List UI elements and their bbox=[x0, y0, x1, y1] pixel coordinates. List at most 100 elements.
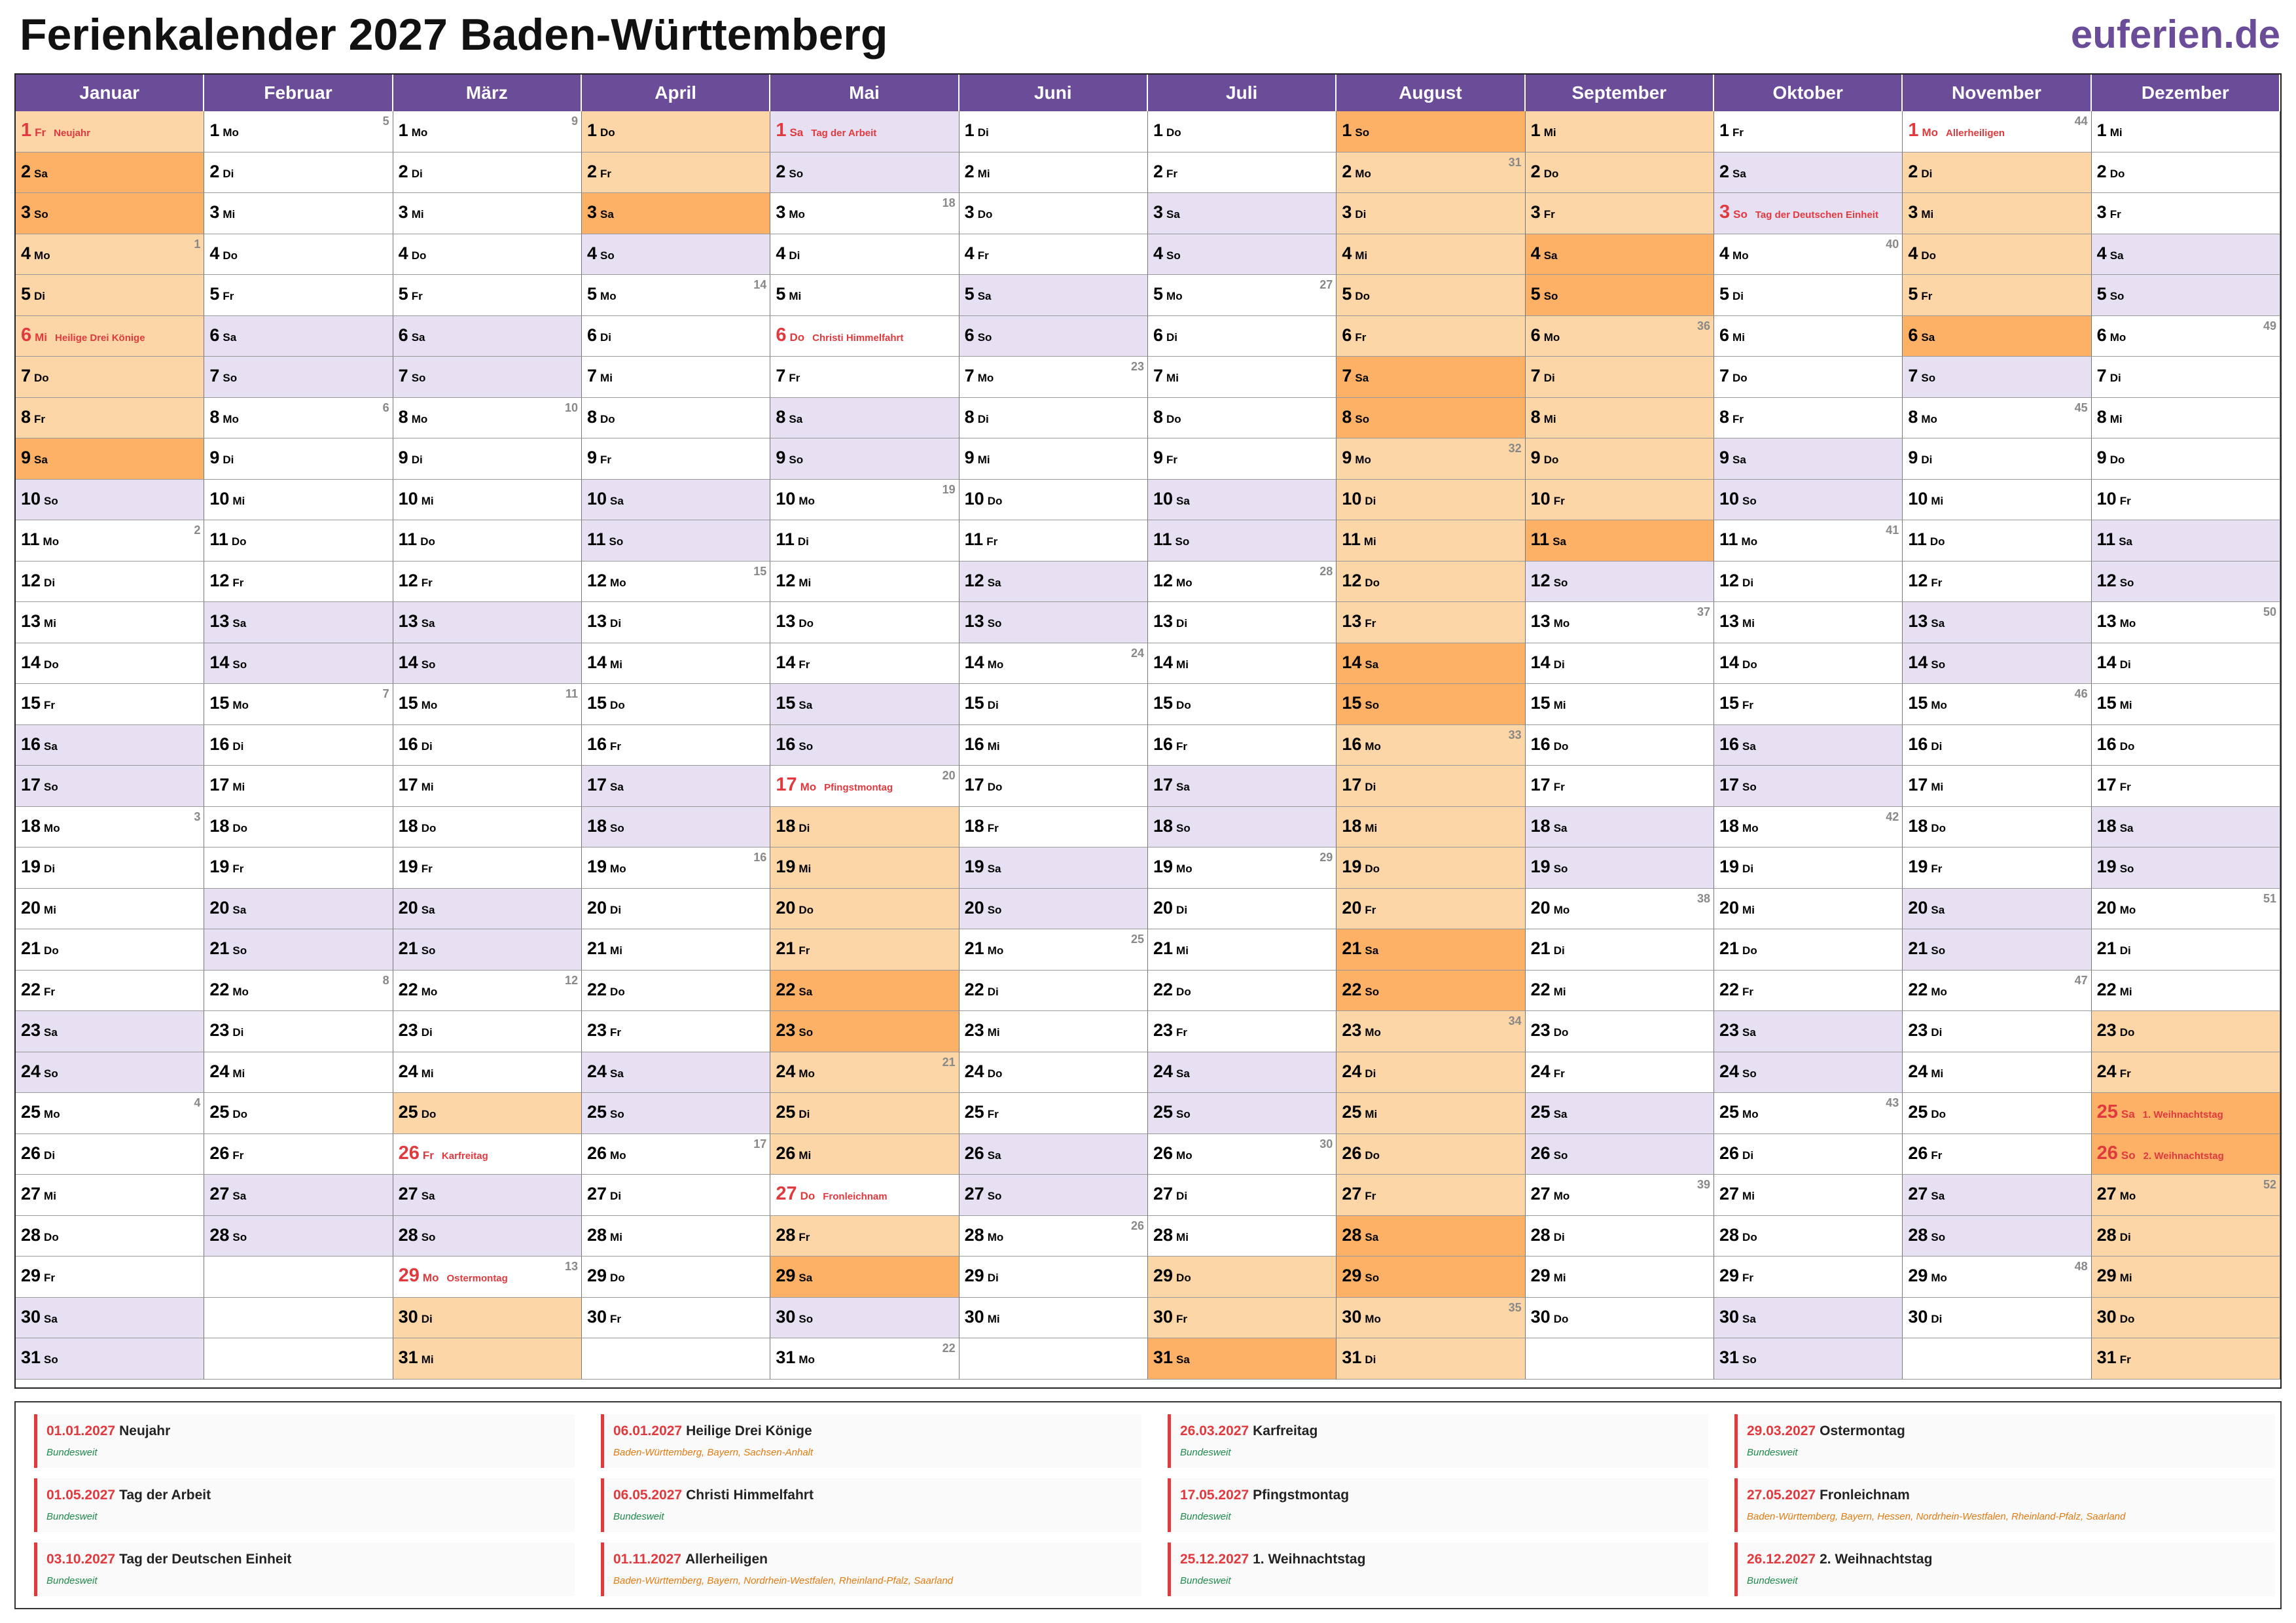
day-number: 7 bbox=[776, 366, 786, 385]
day-cell: 28 Mi bbox=[582, 1215, 771, 1257]
day-number: 7 bbox=[209, 366, 220, 385]
weekday: So bbox=[44, 781, 58, 793]
day-cell: 2 Sa bbox=[1714, 152, 1903, 193]
weekday: Fr bbox=[798, 944, 810, 957]
weekday: So bbox=[1175, 535, 1190, 548]
day-number: 3 bbox=[587, 202, 598, 222]
day-number: 4 bbox=[776, 243, 786, 263]
weekday: Di bbox=[421, 1312, 433, 1325]
weekday: Mi bbox=[44, 1190, 56, 1202]
weekday: Do bbox=[1166, 126, 1181, 139]
day-number: 26 bbox=[964, 1143, 984, 1163]
day-number: 26 bbox=[398, 1142, 420, 1164]
day-number: 28 bbox=[209, 1224, 230, 1245]
weekday: Fr bbox=[1365, 1190, 1376, 1202]
brand-logo[interactable]: euferien.de bbox=[2070, 12, 2280, 56]
day-number: 13 bbox=[1908, 611, 1928, 631]
day-cell: 23 Sa bbox=[16, 1011, 205, 1052]
weekday: Mi bbox=[2109, 126, 2123, 139]
day-number: 13 bbox=[209, 611, 230, 631]
month-header: Juni bbox=[959, 75, 1148, 111]
day-number: 26 bbox=[1530, 1143, 1551, 1163]
day-number: 8 bbox=[1908, 406, 1918, 427]
weekday: Di bbox=[1365, 781, 1376, 793]
day-cell: 4 Do bbox=[393, 234, 582, 275]
day-cell: 5 Do bbox=[1336, 275, 1526, 316]
day-cell: 9 Mi bbox=[959, 438, 1148, 480]
holiday-item: 06.05.2027 Christi Himmelfahrt Bundesweit bbox=[601, 1478, 1141, 1532]
day-cell: 9 Fr bbox=[582, 438, 771, 480]
weekday: Sa bbox=[1931, 1190, 1945, 1202]
day-number: 30 bbox=[1153, 1306, 1174, 1327]
weekday: Do bbox=[232, 821, 248, 834]
weekday: Do bbox=[610, 985, 625, 998]
weekday: Do bbox=[610, 1272, 625, 1284]
day-number: 18 bbox=[398, 815, 418, 836]
day-cell: 18 Mo 3 bbox=[16, 806, 205, 847]
week-number: 50 bbox=[2263, 605, 2276, 618]
day-number: 14 bbox=[587, 652, 607, 672]
holiday-name: Allerheiligen bbox=[1946, 128, 2005, 139]
day-number: 4 bbox=[587, 243, 598, 263]
day-cell: 25 Do bbox=[393, 1093, 582, 1134]
day-number: 1 bbox=[964, 120, 975, 140]
day-cell: 15 So bbox=[1336, 684, 1526, 725]
holiday-name: Karfreitag bbox=[441, 1150, 488, 1162]
day-cell: 10 So bbox=[16, 479, 205, 520]
day-number: 1 bbox=[587, 120, 598, 140]
day-cell: 24 Sa bbox=[582, 1052, 771, 1093]
weekday: Mo bbox=[43, 535, 60, 548]
day-number: 25 bbox=[1342, 1102, 1362, 1122]
day-cell: 3 So bbox=[16, 193, 205, 234]
weekday: Mo bbox=[600, 290, 617, 302]
holiday-date: 06.01.2027 bbox=[613, 1423, 683, 1438]
day-cell: 21 Sa bbox=[1336, 929, 1526, 971]
day-cell: 3 Fr bbox=[2091, 193, 2280, 234]
day-number: 29 bbox=[21, 1266, 41, 1285]
day-cell: 5 Fr bbox=[1903, 275, 2092, 316]
day-number: 3 bbox=[1530, 202, 1541, 222]
holiday-region: Baden-Württemberg, Bayern, Nordrhein-Wes… bbox=[613, 1575, 954, 1586]
weekday: So bbox=[2121, 1149, 2136, 1162]
day-number: 26 bbox=[587, 1143, 607, 1163]
day-number: 16 bbox=[1908, 734, 1928, 754]
day-cell: 19 Fr bbox=[204, 847, 393, 889]
day-number: 28 bbox=[1342, 1224, 1362, 1245]
day-number: 27 bbox=[209, 1184, 230, 1204]
week-number: 36 bbox=[1696, 319, 1710, 332]
weekday: Sa bbox=[1365, 1230, 1379, 1243]
day-number: 7 bbox=[1719, 366, 1730, 385]
weekday: Sa bbox=[44, 1026, 58, 1039]
day-number: 7 bbox=[1908, 366, 1918, 385]
holiday-region: Bundesweit bbox=[46, 1575, 98, 1586]
day-cell: 21 Fr bbox=[770, 929, 960, 971]
weekday: Sa bbox=[1931, 903, 1945, 916]
weekday: Do bbox=[1365, 576, 1380, 589]
day-cell: 8 Do bbox=[582, 397, 771, 438]
weekday: Do bbox=[1931, 821, 1946, 834]
day-number: 20 bbox=[209, 897, 230, 918]
holiday-item: 01.01.2027 Neujahr Bundesweit bbox=[34, 1414, 575, 1468]
day-cell: 5 Di bbox=[16, 275, 205, 316]
day-cell: 22 Sa bbox=[770, 970, 960, 1011]
day-cell: 28 Fr bbox=[770, 1215, 960, 1257]
weekday: Di bbox=[1355, 208, 1367, 221]
day-cell: 23 Mi bbox=[959, 1011, 1148, 1052]
day-number: 16 bbox=[964, 734, 984, 754]
day-number: 10 bbox=[964, 488, 984, 508]
day-number: 14 bbox=[776, 652, 796, 672]
weekday: Do bbox=[44, 658, 59, 671]
weekday: Fr bbox=[232, 863, 244, 875]
day-number: 9 bbox=[209, 448, 220, 467]
weekday: Mo bbox=[1365, 1312, 1381, 1325]
weekday: Mo bbox=[1553, 903, 1570, 916]
weekday: Sa bbox=[610, 781, 624, 793]
day-number: 5 bbox=[1908, 284, 1918, 304]
weekday: So bbox=[232, 658, 247, 671]
day-cell: 24 Do bbox=[959, 1052, 1148, 1093]
day-cell: 31 Sa bbox=[1148, 1338, 1337, 1380]
day-number: 29 bbox=[776, 1266, 796, 1285]
day-number: 18 bbox=[2096, 815, 2117, 836]
day-number: 18 bbox=[1719, 815, 1740, 836]
